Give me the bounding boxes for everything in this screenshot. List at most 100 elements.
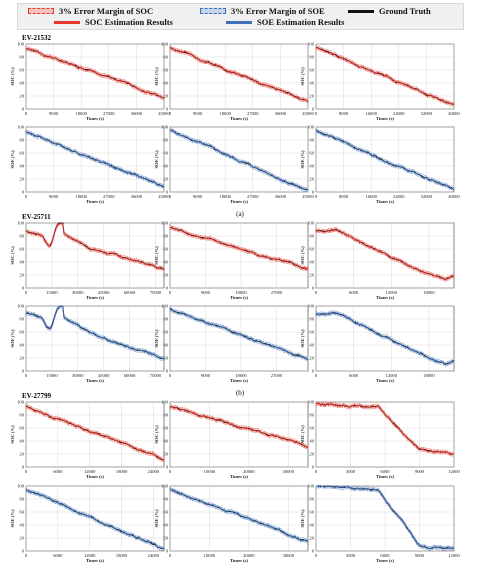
y-tick-label: 0 [312,286,315,291]
error-margin-lower [169,131,309,192]
x-tick-label: 16000 [365,194,377,199]
y-tick-label: 60 [19,68,24,73]
error-margin-upper [25,305,165,357]
error-margin-lower [315,49,455,107]
x-tick-label: 0 [169,553,172,558]
y-tick-label: 0 [312,549,315,554]
x-tick-label: 45000 [302,194,314,199]
chart-panels: 0 20 40 60 80 100 0 9000 18000 27000 36000 45000 Tim… [10,42,460,563]
x-tick-label: 10000 [204,553,216,558]
y-tick-label: 60 [163,426,168,431]
y-tick-label: 0 [166,465,169,470]
error-margin-upper [315,310,455,363]
group-label-ev-27799: EV-27799 [22,392,52,400]
x-tick-label: 36000 [131,111,143,116]
y-tick-label: 0 [166,369,169,374]
y-tick-label: 60 [309,68,314,73]
plot-frame [169,222,309,289]
y-tick-label: 0 [22,549,25,554]
error-margin-lower [315,131,455,192]
y-tick-label: 20 [309,536,314,541]
x-tick-label: 6000 [380,553,390,558]
y-tick-label: 40 [19,523,24,528]
x-tick-label: 30000 [72,373,84,378]
y-tick-label: 20 [163,177,168,182]
x-axis-label: Times (s) [86,378,104,383]
y-tick-label: 60 [19,151,24,156]
x-tick-label: 18000 [75,111,87,116]
x-tick-label: 3000 [346,469,356,474]
x-tick-label: 9000 [201,373,211,378]
y-tick-label: 100 [161,304,169,309]
y-tick-label: 0 [22,107,25,112]
x-axis-label: Times (s) [86,558,104,563]
y-tick-label: 40 [309,343,314,348]
x-tick-label: 12000 [448,553,460,558]
error-margin-band [316,227,454,282]
x-tick-label: 75000 [150,373,162,378]
x-tick-label: 27000 [247,194,259,199]
chart-panel-soe: 0 20 40 60 80 100 0 10000 20000 30000 Times (s) SOE… [154,484,309,563]
soe-estimation-line [25,488,165,549]
error-margin-lower [169,490,309,544]
x-tick-label: 10000 [204,469,216,474]
y-axis-label: SOC (%) [154,425,159,444]
soe-estimation-line [169,308,309,360]
legend-ground-truth-label: Ground Truth [379,6,431,16]
error-margin-lower [315,404,455,457]
x-tick-label: 27000 [103,194,115,199]
x-tick-label: 6000 [349,290,359,295]
y-tick-label: 100 [307,484,315,489]
y-tick-label: 60 [163,510,168,515]
error-margin-upper [25,46,165,97]
x-axis-label: Times (s) [230,378,248,383]
x-tick-label: 18000 [116,469,128,474]
x-tick-label: 27000 [103,111,115,116]
x-tick-label: 0 [25,469,28,474]
group-sublabel-b: (b) [236,389,245,397]
error-margin-upper [169,306,309,358]
x-tick-label: 18000 [75,194,87,199]
y-tick-label: 60 [19,247,24,252]
soe-est-swatch [226,20,252,24]
error-margin-lower [169,408,309,450]
x-tick-label: 16000 [365,111,377,116]
y-axis-label: SOC (%) [154,246,159,265]
x-tick-label: 0 [315,194,318,199]
y-tick-label: 40 [309,260,314,265]
y-tick-label: 40 [309,523,314,528]
x-tick-label: 0 [25,553,28,558]
soe-estimation-line [169,129,309,191]
y-tick-label: 80 [163,317,168,322]
soc-estimation-line [169,46,309,102]
y-axis-label: SOC (%) [10,425,15,444]
chart-panel-soe: 0 20 40 60 80 100 0 9000 18000 27000 36000 45000 Tim… [154,125,314,204]
plot-frame [25,43,165,110]
x-axis-label: Times (s) [230,199,248,204]
y-tick-label: 100 [161,484,169,489]
chart-panel-soc: 0 20 40 60 80 100 0 9000 18000 27000 Times (s) SOC … [154,221,309,300]
chart-panel-soc: 0 20 40 60 80 100 0 9000 18000 27000 36000 45000 Tim… [154,42,314,121]
x-tick-label: 9000 [49,111,59,116]
soe-estimation-line [25,131,165,188]
y-tick-label: 0 [166,549,169,554]
y-tick-label: 100 [17,42,25,47]
y-tick-label: 20 [19,94,24,99]
y-tick-label: 20 [163,273,168,278]
y-tick-label: 60 [163,68,168,73]
y-tick-label: 80 [19,234,24,239]
error-margin-band [26,306,164,361]
x-tick-label: 18000 [235,290,247,295]
y-tick-label: 80 [309,317,314,322]
x-axis-label: Times (s) [376,116,394,121]
x-axis-label: Times (s) [86,474,104,479]
y-tick-label: 80 [309,413,314,418]
error-margin-upper [169,404,309,447]
y-axis-label: SOE (%) [300,329,305,347]
y-tick-label: 20 [19,177,24,182]
plot-frame [315,222,455,289]
x-tick-label: 8000 [339,194,349,199]
y-tick-label: 40 [19,439,24,444]
y-tick-label: 40 [19,164,24,169]
